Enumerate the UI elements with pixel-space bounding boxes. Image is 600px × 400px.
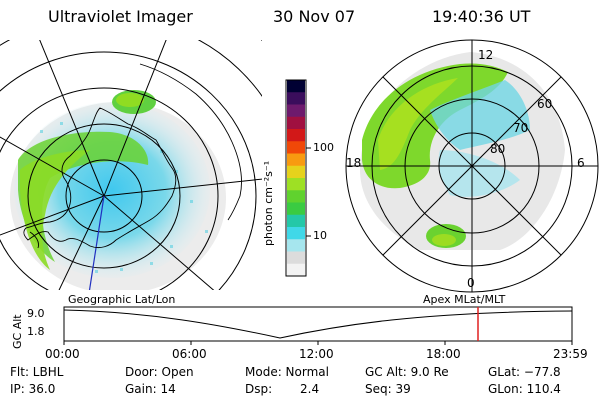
mlt-label-18: 18 [346,156,362,170]
meridian-lines [0,40,262,290]
colorbar-ticks [306,147,311,237]
glat-value: GLat: −77.8 [488,365,561,379]
auroral-oval-bright [378,78,458,170]
timeline-x-tick-3: 18:00 [426,347,461,361]
mode-value: Mode: Normal [245,365,329,379]
colorbar-tick-10: 10 [313,229,327,242]
colorbar-segment [287,141,305,154]
lat-label-70: 70 [513,121,529,135]
magnetic-map [346,40,598,292]
timeline-x-ticks [63,341,573,345]
coastline [23,63,243,249]
colorbar-segment [287,178,305,191]
date-label: 30 Nov 07 [273,7,356,26]
timeline-y-tick-max: 9.0 [27,307,45,320]
colorbar-segment [287,227,305,240]
colorbar-segment [287,263,305,277]
dsp-value: 2.4 [300,382,320,396]
dsp-label: Dsp: [245,382,273,396]
mlt-label-6: 6 [577,156,585,170]
seq-value: Seq: 39 [365,382,411,396]
time-label: 19:40:36 UT [432,7,531,26]
glon-value: GLon: 110.4 [488,382,561,396]
colorbar-segment [287,165,305,179]
colorbar-segment [287,129,305,142]
colorbar-segment [287,116,305,130]
mlt-label-0: 0 [467,276,475,290]
colorbar-segment [287,80,305,93]
colorbar [285,79,307,277]
altitude-curve [63,309,573,339]
timeline-frame [63,306,573,342]
colorbar-tick-100: 100 [313,141,334,154]
latitude-circles [0,40,262,290]
speckle-noise [40,122,208,273]
timeline-x-tick-4: 23:59 [553,347,588,361]
date-line-meridian [88,195,105,290]
colorbar-segment [287,239,305,252]
right-panel-caption: Apex MLat/MLT [423,293,506,306]
lat-label-80: 80 [490,142,506,156]
door-status: Door: Open [125,365,194,379]
left-panel-caption: Geographic Lat/Lon [68,293,176,306]
colorbar-frame [285,79,307,277]
timeline-axis-title: GC Alt [11,314,24,349]
colorbar-segment [287,153,305,167]
emission-patch-magnetic-core [432,234,456,246]
colorbar-segment [287,251,305,265]
timeline-x-tick-0: 00:00 [45,347,80,361]
gc-alt-value: GC Alt: 9.0 Re [365,365,449,379]
timeline-y-tick-min: 1.8 [27,325,45,338]
ip-value: IP: 36.0 [10,382,56,396]
colorbar-segment [287,190,305,203]
gain-value: Gain: 14 [125,382,176,396]
mlt-spokes [346,40,598,292]
timeline-x-tick-1: 06:00 [172,347,207,361]
instrument-title: Ultraviolet Imager [48,7,193,26]
colorbar-unit-label: photon cm⁻²s⁻¹ [262,160,275,246]
colorbar-segment [287,214,305,228]
colorbar-segment [287,92,305,105]
colorbar-segment [287,202,305,216]
colorbar-segment [287,104,305,118]
mlt-label-12: 12 [478,48,494,62]
geographic-map [0,40,262,290]
emission-patch-core [116,93,144,107]
lat-label-60: 60 [537,97,553,111]
filter-value: Flt: LBHL [10,365,64,379]
timeline-x-tick-2: 12:00 [299,347,334,361]
